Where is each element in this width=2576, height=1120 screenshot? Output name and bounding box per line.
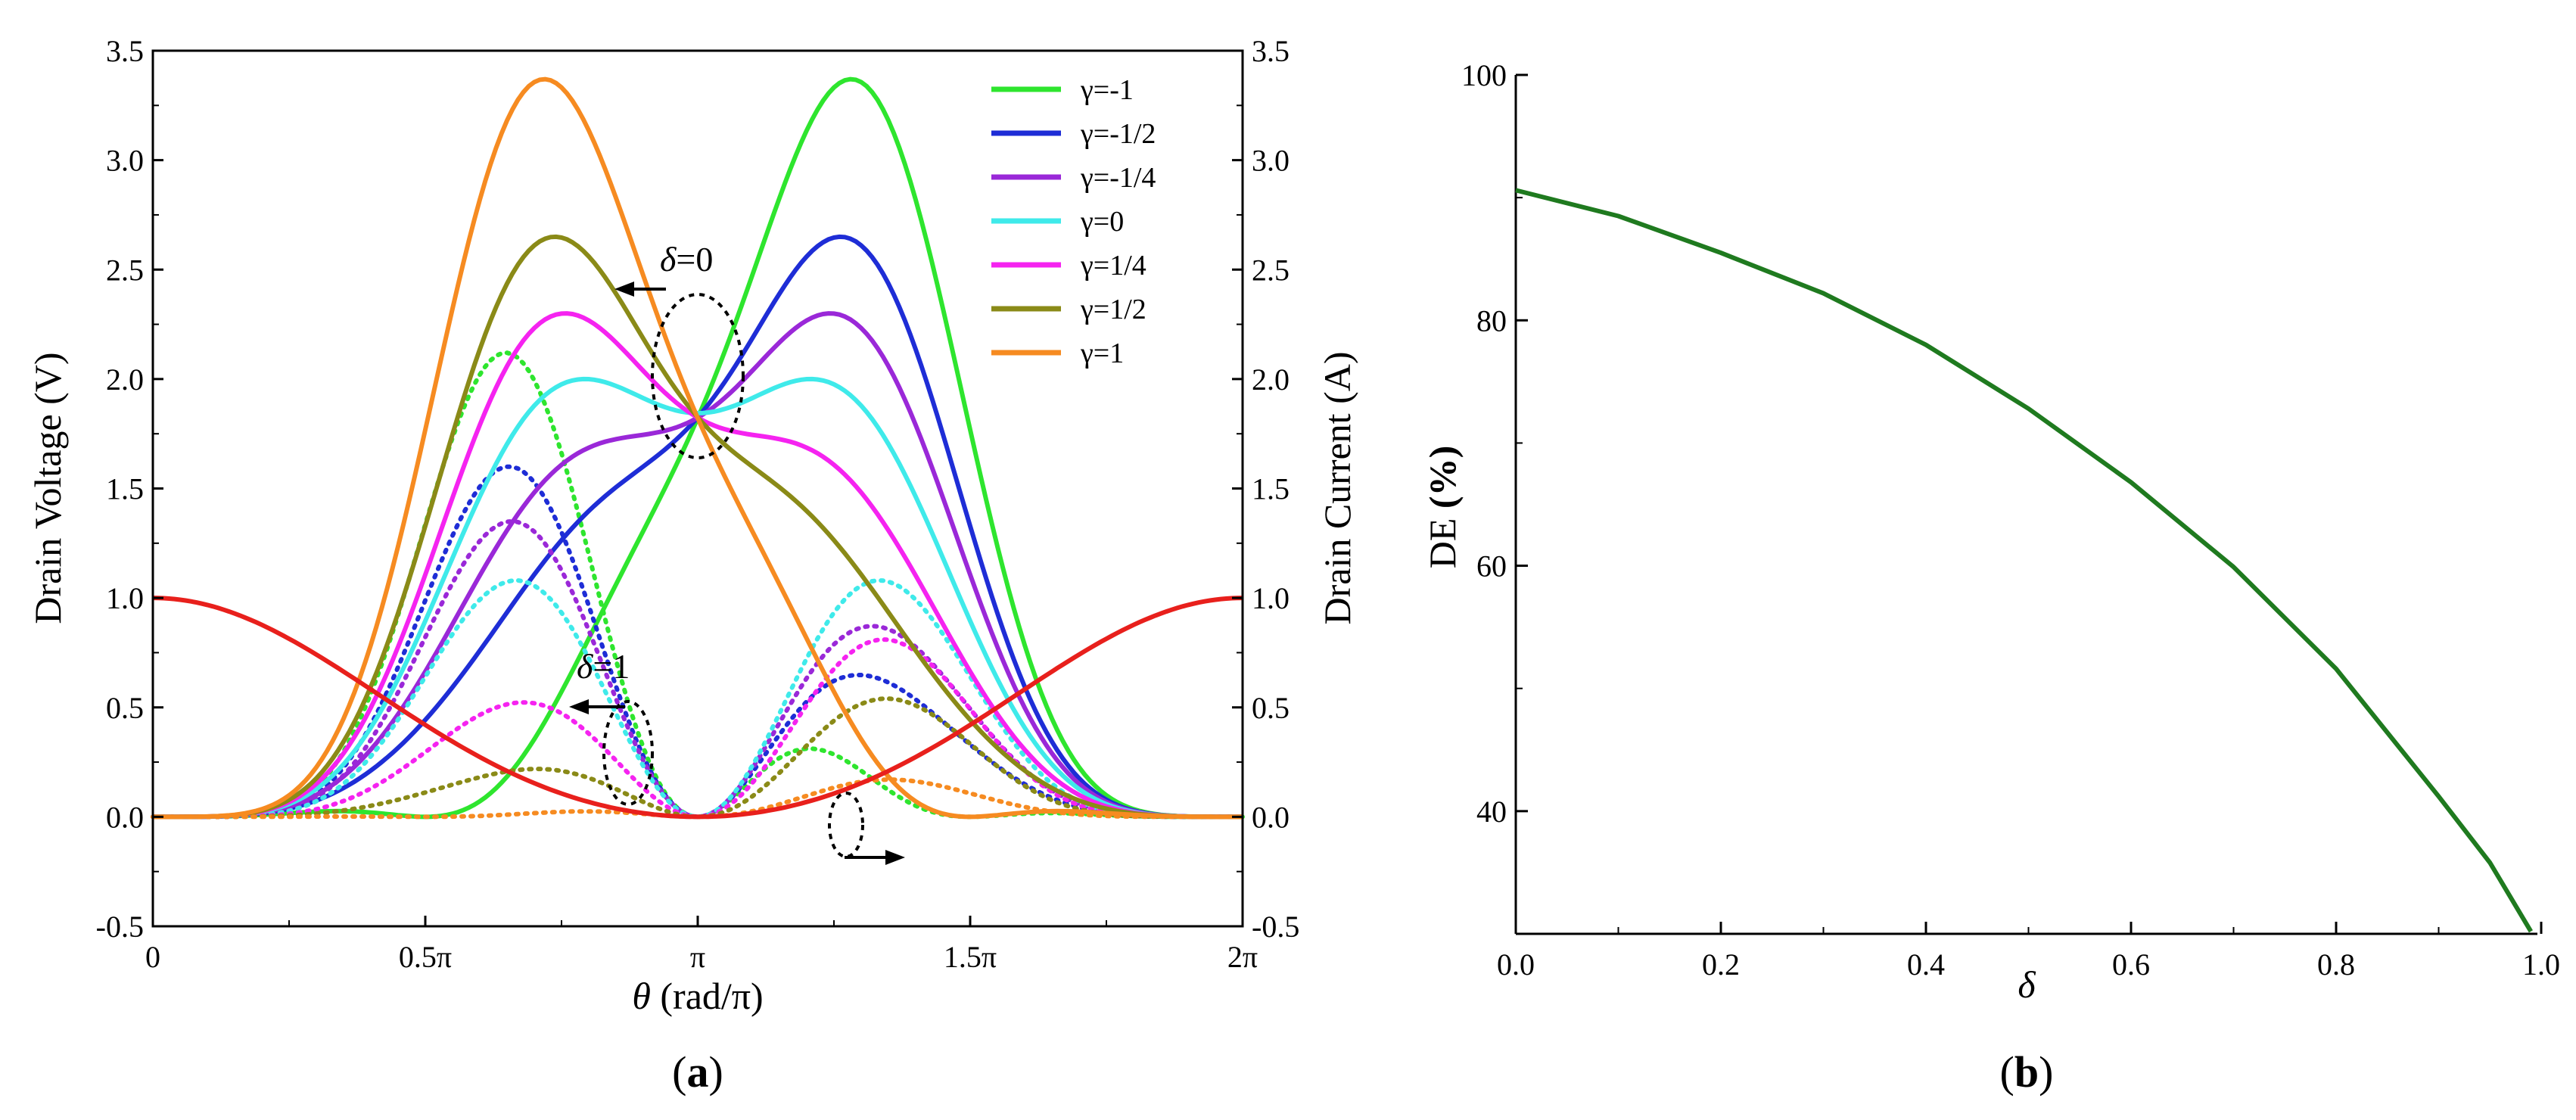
panel-b-x-axis-title: δ <box>2018 963 2036 1006</box>
y-tick-label-right: 2.0 <box>1252 362 1290 397</box>
x-tick-label: 1.5π <box>944 940 997 974</box>
delta-zero-ellipse <box>651 293 745 459</box>
voltage-dotted-series-4 <box>151 637 1245 820</box>
current-ellipse <box>828 792 864 858</box>
delta-one-ellipse <box>602 700 654 806</box>
y-tick-label-right: 0.0 <box>1252 800 1290 834</box>
panel-b-label: (b) <box>2000 1047 2054 1097</box>
legend-entry-1: γ=-1/2 <box>1080 118 1156 150</box>
y-tick-label: 40 <box>1476 795 1507 829</box>
y-tick-label: 60 <box>1476 549 1507 583</box>
panel-a-legend: γ=-1 γ=-1/2 γ=-1/4 γ=0 γ=1/4 γ=1/2 γ=1 <box>991 74 1156 369</box>
legend-entry-6: γ=1 <box>1080 338 1124 369</box>
panel-a-label: (a) <box>672 1047 723 1097</box>
x-tick-label: 2π <box>1227 940 1258 974</box>
y-tick-label-left: 2.0 <box>106 362 144 397</box>
panel-a-label-open: ( <box>672 1047 686 1097</box>
legend-entry-4: γ=1/4 <box>1080 250 1146 282</box>
voltage-solid-series-6 <box>153 76 1243 820</box>
panel-a-curves <box>151 76 1245 820</box>
delta-zero-annotation: δ=0 <box>660 240 713 278</box>
panel-a-ticks: -0.5 -0.5 0.0 0.0 0.5 0.5 1.0 1.0 1.5 1.5 2.0 2.0 2.… <box>96 34 1300 974</box>
voltage-solid-series-5 <box>153 234 1243 820</box>
panel-a-label-letter: a <box>687 1047 709 1097</box>
x-tick-label: 0.2 <box>1702 947 1740 982</box>
legend-entry-0: γ=-1 <box>1080 74 1134 106</box>
panel-b-chart: 40 60 80 100 0.0 0.2 0.4 0.6 0.8 1.0 DE (%) δ (b) <box>1421 58 2560 1097</box>
panel-b-curves <box>1515 188 2533 933</box>
y-tick-label-right: 2.5 <box>1252 253 1290 287</box>
delta-value: =1 <box>593 647 630 686</box>
delta-symbol: δ <box>660 240 677 278</box>
delta-symbol: δ <box>577 647 593 686</box>
voltage-solid-series-3 <box>153 376 1243 820</box>
voltage-solid-series-1 <box>153 234 1243 820</box>
legend-entry-5: γ=1/2 <box>1080 294 1146 325</box>
voltage-solid-series-2 <box>153 311 1243 820</box>
x-tick-label: 1.0 <box>2522 947 2560 982</box>
panel-b-y-axis-title: DE (%) <box>1421 446 1464 568</box>
y-tick-label-left: 0.5 <box>106 691 144 725</box>
panel-a-label-close: ) <box>709 1047 723 1097</box>
legend-entry-3: γ=0 <box>1080 206 1124 238</box>
y-tick-label-right: 1.5 <box>1252 472 1290 506</box>
panel-b-label-open: ( <box>2000 1047 2014 1097</box>
y-tick-label-right: -0.5 <box>1252 910 1299 944</box>
y-tick-label-left: 3.5 <box>106 34 144 68</box>
de-label-plain: DE <box>1421 509 1464 568</box>
voltage-solid-series-4 <box>153 311 1243 820</box>
voltage-dotted-series-2 <box>151 518 1245 820</box>
theta-symbol: θ <box>632 975 651 1017</box>
x-tick-label: 0.6 <box>2112 947 2150 982</box>
y-tick-label-left: 2.5 <box>106 253 144 287</box>
y-tick-label-right: 3.0 <box>1252 144 1290 178</box>
y-tick-label: 80 <box>1476 303 1507 338</box>
delta-one-annotation: δ=1 <box>577 647 630 686</box>
panel-b-label-close: ) <box>2039 1047 2053 1097</box>
delta-zero-arrowhead <box>614 282 634 297</box>
drain-current-series <box>152 596 1243 820</box>
panel-a-x-axis-title: θ (rad/π) <box>632 975 763 1017</box>
y-tick-label-left: 0.0 <box>106 800 144 834</box>
x-axis-unit: (rad/π) <box>651 975 764 1017</box>
voltage-dotted-series-5 <box>151 696 1245 820</box>
panel-b-label-letter: b <box>2014 1047 2039 1097</box>
y-tick-label-left: 3.0 <box>106 144 144 178</box>
y-tick-label-left: -0.5 <box>96 910 144 944</box>
x-tick-label: π <box>690 940 705 974</box>
delta-value: =0 <box>676 240 713 278</box>
current-arrowhead <box>885 850 905 865</box>
y-tick-label-left: 1.0 <box>106 581 144 615</box>
x-tick-label: 0 <box>145 940 160 974</box>
voltage-solid-series-0 <box>153 76 1243 820</box>
x-tick-label: 0.5π <box>399 940 452 974</box>
delta-one-arrowhead <box>569 699 589 714</box>
voltage-dotted-series-1 <box>151 464 1245 820</box>
panel-a-left-axis-title: Drain Voltage (V) <box>26 352 69 624</box>
y-tick-label-left: 1.5 <box>106 472 144 506</box>
panel-a-chart: -0.5 -0.5 0.0 0.0 0.5 0.5 1.0 1.0 1.5 1.5 2.0 2.0 2.… <box>26 34 1358 1097</box>
y-tick-label-right: 1.0 <box>1252 581 1290 615</box>
de-label-unit: (%) <box>1421 446 1464 509</box>
panel-b-ticks: 40 60 80 100 0.0 0.2 0.4 0.6 0.8 1.0 <box>1461 58 2560 982</box>
x-tick-label: 0.8 <box>2317 947 2355 982</box>
de-series-line <box>1515 188 2533 933</box>
legend-entry-2: γ=-1/4 <box>1080 162 1156 194</box>
y-tick-label: 100 <box>1461 58 1507 92</box>
x-tick-label: 0.4 <box>1907 947 1945 982</box>
y-tick-label-right: 3.5 <box>1252 34 1290 68</box>
y-tick-label-right: 0.5 <box>1252 691 1290 725</box>
panel-a-right-axis-title: Drain Current (A) <box>1316 352 1358 625</box>
x-tick-label: 0.0 <box>1497 947 1535 982</box>
